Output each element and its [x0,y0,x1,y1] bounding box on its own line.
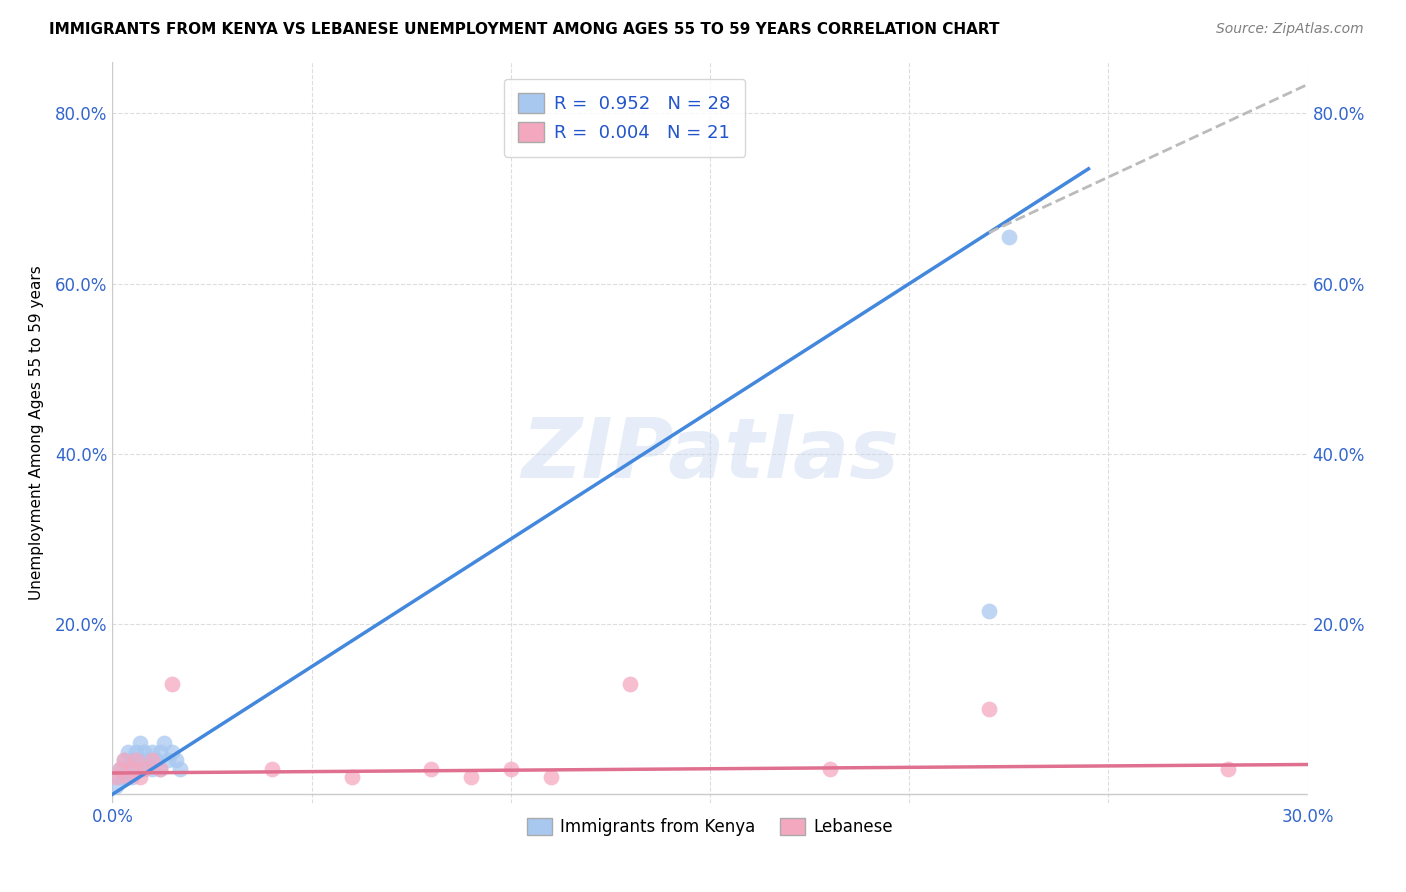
Point [114,770,135,784]
Point [141,745,163,759]
Point [121,762,143,776]
Point [998,230,1021,244]
Point [105,770,128,784]
Point [117,770,139,784]
Point [110,762,132,776]
Point [134,762,156,776]
Point [141,753,163,767]
Point [460,770,482,784]
Point [121,753,143,767]
Point [162,676,183,690]
Point [114,753,135,767]
Point [169,762,191,776]
Point [125,753,148,767]
Point [125,762,148,776]
Point [1216,762,1239,776]
Point [141,762,163,776]
Point [117,745,139,759]
Point [110,762,132,776]
Point [162,745,183,759]
Text: ZIPatlas: ZIPatlas [522,414,898,495]
Legend: Immigrants from Kenya, Lebanese: Immigrants from Kenya, Lebanese [520,811,900,843]
Point [110,770,132,784]
Point [138,753,160,767]
Point [540,770,562,784]
Point [977,604,1000,618]
Point [619,676,641,690]
Text: IMMIGRANTS FROM KENYA VS LEBANESE UNEMPLOYMENT AMONG AGES 55 TO 59 YEARS CORRELA: IMMIGRANTS FROM KENYA VS LEBANESE UNEMPL… [49,22,1000,37]
Point [420,762,443,776]
Point [340,770,363,784]
Point [105,779,128,793]
Point [117,762,139,776]
Point [149,762,172,776]
Point [129,770,152,784]
Point [260,762,283,776]
Point [818,762,841,776]
Point [165,753,187,767]
Point [149,745,172,759]
Point [129,736,152,750]
Point [134,762,156,776]
Point [977,702,1000,716]
Y-axis label: Unemployment Among Ages 55 to 59 years: Unemployment Among Ages 55 to 59 years [30,265,44,600]
Point [149,762,172,776]
Point [121,770,143,784]
Point [157,753,180,767]
Point [125,745,148,759]
Point [114,753,135,767]
Point [129,753,152,767]
Text: Source: ZipAtlas.com: Source: ZipAtlas.com [1216,22,1364,37]
Point [145,753,167,767]
Point [153,736,176,750]
Point [499,762,522,776]
Point [134,745,156,759]
